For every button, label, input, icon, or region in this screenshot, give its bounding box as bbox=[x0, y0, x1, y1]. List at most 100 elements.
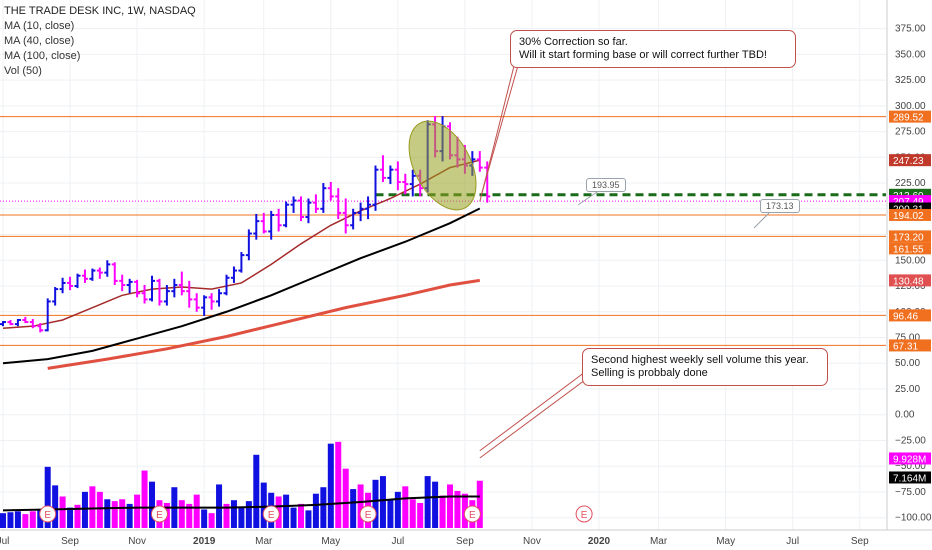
price-bar bbox=[484, 161, 491, 203]
time-tick-label: Mar bbox=[650, 536, 668, 547]
price-bar bbox=[409, 169, 416, 197]
volume-bar bbox=[74, 504, 81, 528]
volume-bar bbox=[104, 499, 111, 528]
callout-pointer bbox=[481, 61, 520, 194]
volume-callout[interactable]: Second highest weekly sell volume this y… bbox=[582, 348, 828, 386]
price-bar bbox=[119, 274, 126, 292]
price-level-badge: 96.46 bbox=[893, 311, 918, 322]
price-level-badge-bg bbox=[889, 242, 931, 255]
volume-bar bbox=[402, 486, 409, 528]
label-pointer bbox=[577, 189, 601, 206]
chart-legend: THE TRADE DESK INC, 1W, NASDAQ MA (10, c… bbox=[4, 4, 196, 79]
price-bar bbox=[67, 276, 74, 291]
volume-bar bbox=[312, 493, 319, 528]
volume-bar bbox=[216, 484, 223, 528]
time-tick-label: Nov bbox=[523, 536, 541, 547]
volume-bar bbox=[59, 496, 66, 528]
time-tick-label: Nov bbox=[128, 536, 146, 547]
chart-title: THE TRADE DESK INC, 1W, NASDAQ bbox=[4, 5, 196, 17]
price-bar bbox=[290, 196, 297, 213]
ma100-line bbox=[47, 278, 481, 370]
indicator-ma40[interactable]: MA (40, close) bbox=[4, 35, 75, 47]
price-bar bbox=[387, 165, 394, 185]
grid-lines bbox=[0, 0, 886, 530]
earnings-marker-label: E bbox=[469, 510, 476, 521]
price-bar bbox=[74, 273, 81, 289]
volume-bar bbox=[417, 502, 424, 528]
price-tick-label: 300.00 bbox=[895, 101, 926, 112]
price-bar bbox=[305, 198, 312, 224]
price-bar bbox=[223, 274, 230, 296]
volume-bar bbox=[298, 503, 304, 528]
volume-bar bbox=[201, 509, 208, 528]
price-tick-label: −75.00 bbox=[895, 487, 926, 498]
price-bar bbox=[357, 202, 364, 222]
price-bar bbox=[126, 278, 133, 294]
price-bar bbox=[29, 318, 36, 329]
volume-bar bbox=[186, 503, 193, 528]
price-level-badge-bg bbox=[889, 110, 931, 123]
volume-bar bbox=[44, 466, 51, 528]
ma10-line bbox=[2, 159, 480, 329]
price-bar bbox=[81, 269, 88, 283]
indicator-ma100[interactable]: MA (100, close) bbox=[4, 50, 81, 62]
volume-bar bbox=[67, 507, 74, 528]
volume-bar bbox=[260, 482, 267, 528]
price-bar bbox=[342, 198, 349, 234]
volume-bar bbox=[320, 487, 327, 528]
time-tick-label: Sep bbox=[456, 536, 474, 547]
volume-badge: 9.928M bbox=[893, 454, 926, 465]
price-bar bbox=[7, 320, 14, 326]
volume-bar bbox=[476, 480, 483, 528]
price-tick-label: 125.00 bbox=[895, 281, 926, 292]
price-bar bbox=[178, 271, 185, 296]
volume-bar bbox=[81, 491, 88, 528]
price-bar bbox=[96, 267, 103, 279]
price-level-badge: 67.31 bbox=[893, 341, 918, 352]
price-bar bbox=[163, 284, 170, 306]
indicator-ma10[interactable]: MA (10, close) bbox=[4, 20, 75, 32]
callout-line: Selling is probbaly done bbox=[591, 367, 708, 379]
price-bar bbox=[37, 323, 44, 333]
volume-bar bbox=[119, 499, 126, 528]
price-bar bbox=[156, 278, 163, 306]
price-bar bbox=[0, 321, 6, 327]
price-tick-label: −50.00 bbox=[895, 461, 926, 472]
price-tick-label: 75.00 bbox=[895, 333, 920, 344]
price-bar bbox=[372, 165, 379, 211]
time-tick-label: Jul bbox=[786, 536, 799, 547]
price-bar bbox=[335, 188, 342, 220]
volume-bar bbox=[350, 489, 357, 528]
price-bar bbox=[476, 151, 483, 172]
time-tick-label: Sep bbox=[851, 536, 869, 547]
price-note-label[interactable]: 173.13 bbox=[760, 199, 800, 213]
moving-averages bbox=[2, 159, 481, 370]
time-tick-label: 2020 bbox=[588, 536, 611, 547]
volume-bar bbox=[230, 500, 237, 528]
time-axis: Jul Sep Nov 2019 Mar May Jul Sep Nov 2020 Mar May Ju… bbox=[0, 529, 932, 547]
price-bar bbox=[216, 289, 223, 307]
volume-bar bbox=[22, 514, 29, 528]
price-tick-label: 225.00 bbox=[895, 178, 926, 189]
indicator-volume[interactable]: Vol (50) bbox=[4, 65, 42, 77]
price-bar bbox=[230, 266, 237, 283]
price-level-badge: 173.20 bbox=[893, 232, 924, 243]
volume-bar bbox=[193, 494, 200, 528]
earnings-marker bbox=[575, 505, 593, 523]
ma40-line bbox=[2, 207, 481, 365]
volume-badge-bg bbox=[889, 452, 931, 465]
earnings-marker-label: E bbox=[156, 510, 163, 521]
price-note-label[interactable]: 193.95 bbox=[586, 178, 626, 192]
correction-callout[interactable]: 30% Correction so far. Will it start for… bbox=[510, 30, 796, 68]
price-tick-label: −25.00 bbox=[895, 435, 926, 446]
volume-bar bbox=[342, 468, 349, 528]
time-tick-label: Sep bbox=[61, 536, 79, 547]
price-tick-label: 150.00 bbox=[895, 255, 926, 266]
price-bar bbox=[141, 284, 148, 304]
volume-badge: 7.164M bbox=[893, 473, 926, 484]
volume-bar bbox=[126, 503, 133, 528]
time-tick-label: Jul bbox=[391, 536, 404, 547]
volume-bar bbox=[37, 510, 44, 528]
volume-bar bbox=[208, 513, 215, 528]
